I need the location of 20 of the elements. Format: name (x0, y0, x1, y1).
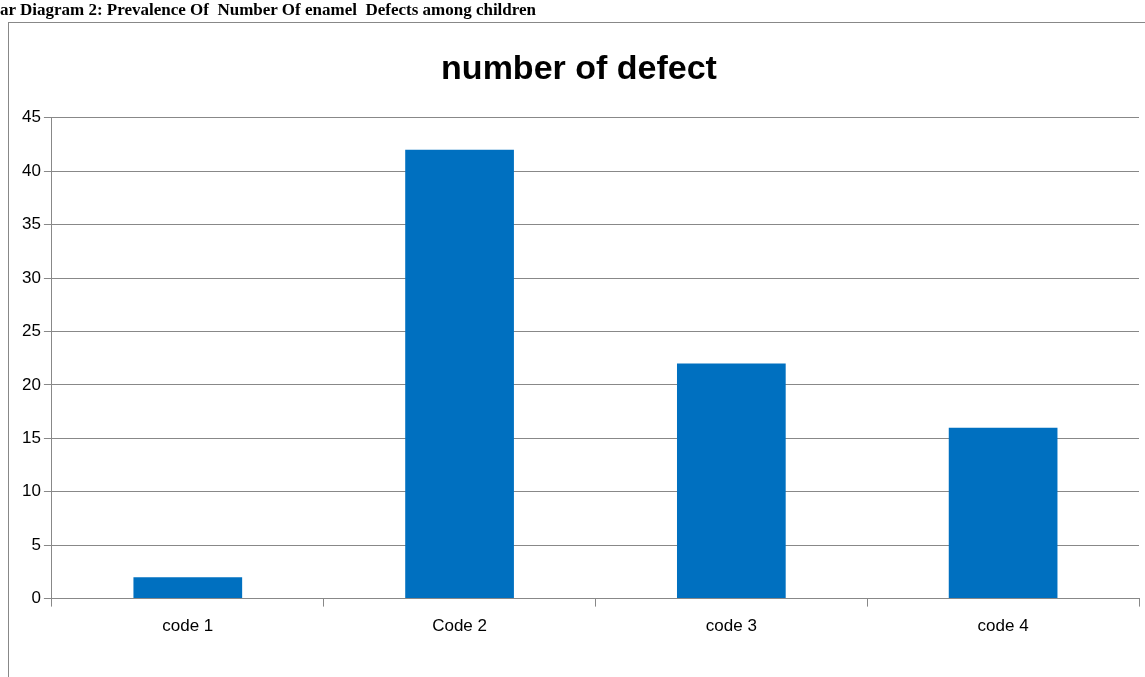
y-tick-label: 5 (31, 534, 41, 554)
x-tick-label: Code 2 (432, 616, 487, 636)
x-tick-label: code 1 (162, 616, 214, 636)
y-tick-label: 20 (21, 374, 41, 394)
x-tick-label: code 4 (977, 616, 1029, 636)
y-tick-label: 25 (21, 321, 41, 341)
y-tick-label: 30 (21, 267, 41, 287)
y-tick-label: 35 (21, 214, 41, 234)
y-tick-label: 40 (21, 160, 41, 180)
y-tick-label: 45 (21, 107, 41, 127)
bar (405, 149, 514, 599)
y-tick-label: 10 (21, 481, 41, 501)
x-tick-label: code 3 (705, 616, 757, 636)
bar (948, 427, 1058, 599)
text: ar Diagram 2: Prevalence Of Number Of enamel Defects among children (0, 0, 537, 20)
bar (676, 363, 786, 599)
chart-title: number of defect (441, 47, 717, 86)
bar (133, 577, 243, 599)
y-tick-label: 0 (31, 588, 41, 608)
y-tick-label: 15 (21, 428, 41, 448)
